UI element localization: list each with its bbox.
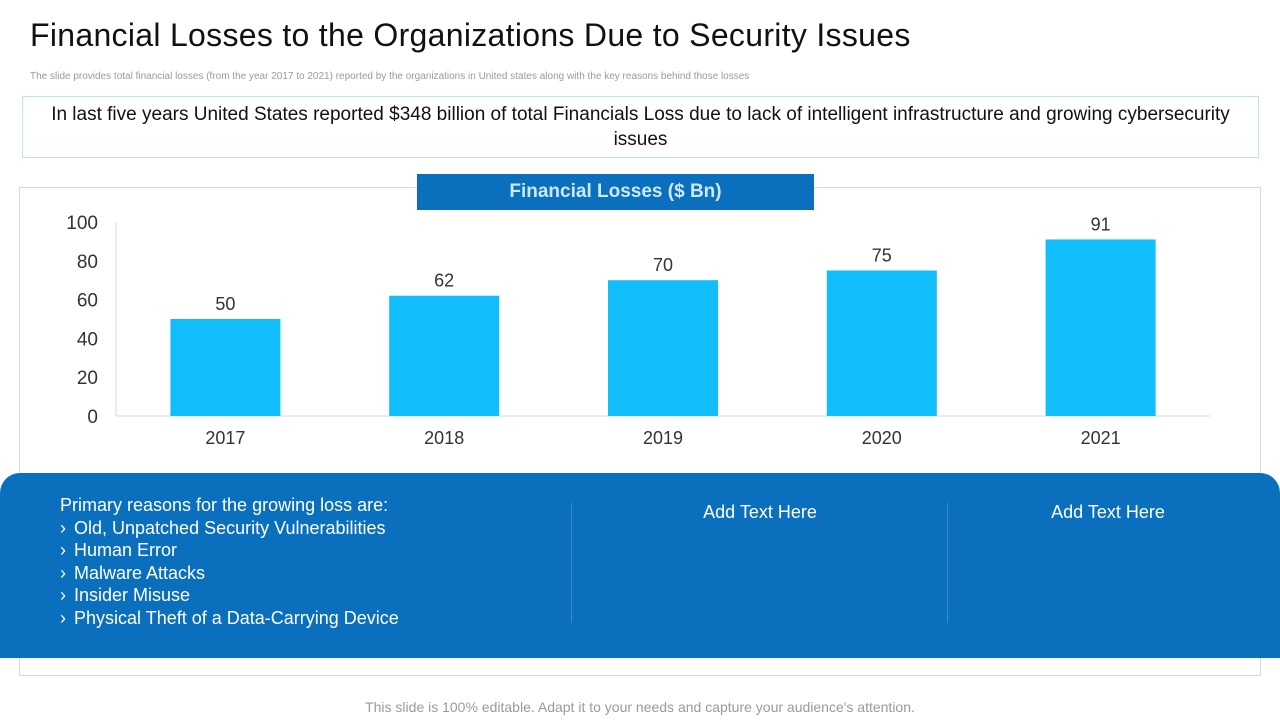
chart-title: Financial Losses ($ Bn) <box>417 174 814 210</box>
reasons-band: Primary reasons for the growing loss are… <box>0 473 1280 658</box>
chevron-right-icon: › <box>60 562 66 583</box>
chevron-right-icon: › <box>60 517 66 538</box>
bar-chart: 0 20 40 60 80 100 50 2017 62 2018 70 2019 75 2020 91 20… <box>66 213 1210 448</box>
slide-title: Financial Losses to the Organizations Du… <box>30 17 911 53</box>
reason-item: › Physical Theft of a Data-Carrying Devic… <box>60 607 560 630</box>
reason-item: › Insider Misuse <box>60 584 560 607</box>
y-tick-label: 0 <box>87 407 98 428</box>
summary-callout: In last five years United States reporte… <box>22 96 1259 158</box>
slide-subtitle: The slide provides total financial losse… <box>30 71 750 82</box>
slide-footer: This slide is 100% editable. Adapt it to… <box>365 699 915 715</box>
y-tick-label: 40 <box>77 329 98 350</box>
bar <box>389 295 500 416</box>
y-tick-label: 100 <box>66 213 98 234</box>
summary-callout-text: In last five years United States reporte… <box>51 104 1230 150</box>
y-tick-label: 60 <box>77 291 98 312</box>
reasons-list: › Old, Unpatched Security Vulnerabilities… <box>60 517 560 630</box>
reason-item-label: Insider Misuse <box>74 585 191 605</box>
reason-item: › Human Error <box>60 539 560 562</box>
bar <box>170 319 281 416</box>
reason-item-label: Malware Attacks <box>74 562 206 583</box>
placeholder-text-1: Add Text Here <box>703 502 817 522</box>
y-tick-label: 20 <box>77 368 98 389</box>
x-tick-label: 2017 <box>205 428 245 448</box>
data-label: 62 <box>434 271 454 291</box>
x-tick-label: 2019 <box>643 428 683 448</box>
chevron-right-icon: › <box>60 540 66 560</box>
reason-item-label: Human Error <box>74 540 178 560</box>
column-divider <box>571 503 572 623</box>
data-label: 75 <box>872 246 892 266</box>
reason-item-label: Physical Theft of a Data-Carrying Device <box>74 607 399 628</box>
data-label: 91 <box>1091 214 1111 234</box>
column-divider <box>947 503 948 623</box>
data-label: 70 <box>653 255 673 275</box>
placeholder-column-2: Add Text Here <box>948 473 1268 658</box>
placeholder-text-2: Add Text Here <box>1051 502 1165 522</box>
bar <box>608 280 718 416</box>
y-tick-label: 80 <box>77 252 98 273</box>
x-tick-label: 2018 <box>424 428 464 448</box>
chevron-right-icon: › <box>60 585 66 605</box>
x-tick-label: 2021 <box>1081 428 1121 448</box>
chevron-right-icon: › <box>60 607 66 628</box>
reasons-heading: Primary reasons for the growing loss are… <box>60 495 389 515</box>
data-label: 50 <box>215 294 235 314</box>
reason-item: › Old, Unpatched Security Vulnerabilities <box>60 517 560 540</box>
x-tick-label: 2020 <box>862 428 902 448</box>
reasons-column: Primary reasons for the growing loss are… <box>60 494 560 679</box>
reason-item-label: Old, Unpatched Security Vulnerabilities <box>74 517 386 538</box>
reason-item: › Malware Attacks <box>60 562 560 585</box>
bar <box>826 270 937 416</box>
bar <box>1045 239 1156 416</box>
placeholder-column-1: Add Text Here <box>572 473 948 658</box>
